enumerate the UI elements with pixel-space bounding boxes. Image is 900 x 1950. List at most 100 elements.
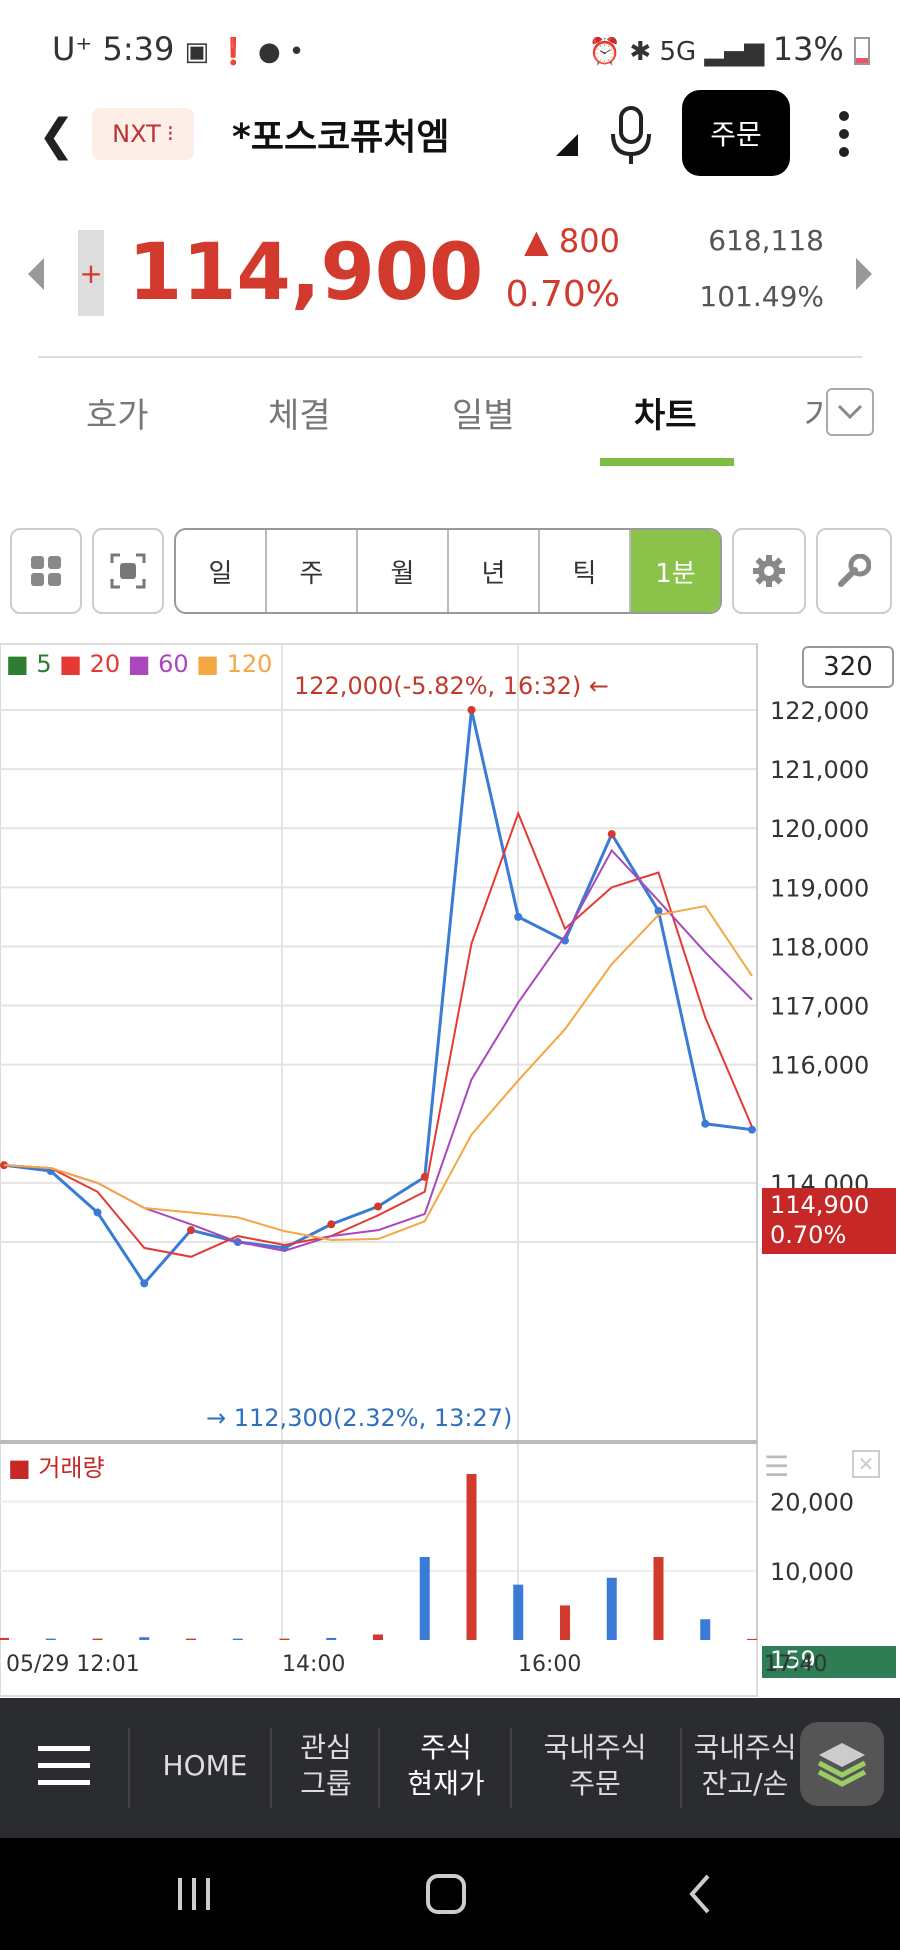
volume-bar <box>466 1474 477 1640</box>
screenshot-button[interactable] <box>92 528 164 614</box>
change-percent: 0.70% <box>505 274 620 315</box>
volume-bar <box>232 1638 243 1640</box>
grid-icon <box>31 556 61 586</box>
home-icon[interactable] <box>426 1874 466 1914</box>
volume-ratio: 101.49% <box>699 280 824 313</box>
stock-title[interactable]: *포스코퓨처엠 <box>232 117 450 158</box>
price-chart[interactable]: 122,000 121,000 120,000 119,000 118,000 117,0… <box>0 640 900 1700</box>
back-nav-icon[interactable] <box>688 1874 712 1914</box>
price-point <box>140 1279 149 1288</box>
price-point <box>654 906 663 915</box>
volume-bar <box>45 1638 56 1640</box>
volume-bar <box>513 1584 524 1640</box>
price-point <box>607 830 616 839</box>
hamburger-icon[interactable] <box>38 1744 90 1788</box>
nav-home[interactable]: HOME <box>162 1749 248 1782</box>
period-month[interactable]: 월 <box>358 530 449 612</box>
nav-domestic-balance[interactable]: 국내주식 잔고/손 <box>693 1731 797 1800</box>
period-year[interactable]: 년 <box>449 530 540 612</box>
volume-bar <box>326 1637 337 1640</box>
tab-daily[interactable]: 일별 <box>452 396 515 436</box>
dropdown-icon[interactable] <box>556 134 578 156</box>
price-tick-label: 118,000 <box>770 933 869 961</box>
x-label-end: 17:40 <box>764 1652 828 1677</box>
settings-button[interactable] <box>732 528 806 614</box>
candle-count-box[interactable]: 320 <box>802 646 894 688</box>
volume-current-tag: 159 <box>762 1646 896 1678</box>
gear-icon <box>753 555 785 587</box>
wrench-icon <box>838 554 871 587</box>
market-badge[interactable]: NXT ⁝ <box>92 108 194 160</box>
price-tick-label: 122,000 <box>770 697 869 725</box>
volume-bar <box>279 1638 290 1640</box>
price-tick-label: 117,000 <box>770 993 869 1021</box>
volume-bar <box>139 1637 150 1640</box>
period-1min[interactable]: 1분 <box>631 530 720 612</box>
volume-bar <box>747 1638 757 1640</box>
price-tick-label: 119,000 <box>770 874 869 902</box>
recent-apps-icon[interactable] <box>176 1876 212 1912</box>
volume-bar <box>606 1577 617 1640</box>
system-nav-bar <box>0 1838 900 1950</box>
x-label-1600: 16:00 <box>518 1652 582 1677</box>
tab-hoga[interactable]: 호가 <box>86 396 149 436</box>
period-day[interactable]: 일 <box>176 530 267 612</box>
microphone-icon[interactable] <box>608 104 654 168</box>
volume-bar <box>92 1638 103 1640</box>
period-tick[interactable]: 틱 <box>540 530 631 612</box>
price-point <box>93 1208 102 1217</box>
price-point <box>327 1220 336 1229</box>
prev-stock-icon[interactable] <box>28 258 44 290</box>
next-stock-icon[interactable] <box>856 258 872 290</box>
back-icon[interactable]: ❮ <box>38 110 75 161</box>
status-bar: U⁺ 5:39 ▣ ❗ ● • ⏰ ✱ 5G ▂▄▆ 13% <box>0 0 900 100</box>
status-icons: ⏰ ✱ 5G ▂▄▆ 13% <box>589 30 870 68</box>
tools-button[interactable] <box>816 528 892 614</box>
capture-icon <box>110 553 146 589</box>
grid-layout-button[interactable] <box>10 528 82 614</box>
nav-domestic-order[interactable]: 국내주식 주문 <box>543 1731 647 1800</box>
volume-tick-label: 20,000 <box>770 1489 854 1517</box>
ma-20-label: 20 <box>89 650 121 678</box>
layers-icon[interactable] <box>800 1722 884 1806</box>
status-time: U⁺ 5:39 ▣ ❗ ● • <box>52 30 305 68</box>
period-selector: 일 주 월 년 틱 1분 <box>174 528 722 614</box>
chevron-down-icon[interactable] <box>826 388 874 436</box>
tab-chart[interactable]: 차트 <box>634 396 697 436</box>
current-price-tag: 114,900 0.70% <box>762 1188 896 1254</box>
ma-legend: ■ 5 ■ 20 ■ 60 ■ 120 <box>6 650 273 678</box>
moving-average-line <box>3 904 753 1242</box>
price-point <box>0 1161 8 1170</box>
order-button[interactable]: 주문 <box>682 90 790 176</box>
price-point <box>514 912 523 921</box>
volume-bar <box>186 1638 196 1640</box>
tab-underline <box>600 458 734 466</box>
volume-value: 618,118 <box>708 224 824 257</box>
volume-bar <box>419 1557 430 1640</box>
price-change: ▲ 800 <box>524 222 620 260</box>
current-price: 114,900 <box>128 228 484 318</box>
divider <box>38 356 862 358</box>
moving-average-line <box>3 810 753 1258</box>
tab-trades[interactable]: 체결 <box>268 396 331 436</box>
ma-5-label: 5 <box>36 650 52 678</box>
period-week[interactable]: 주 <box>267 530 358 612</box>
price-tick-label: 121,000 <box>770 756 869 784</box>
ma-120-label: 120 <box>226 650 273 678</box>
volume-bar <box>373 1634 383 1640</box>
price-point <box>187 1226 195 1235</box>
price-point <box>374 1202 382 1211</box>
plus-icon[interactable]: + <box>78 230 104 316</box>
menu-icon[interactable]: ☰ <box>764 1450 790 1483</box>
close-icon[interactable]: ✕ <box>852 1450 880 1478</box>
volume-bar <box>700 1619 711 1640</box>
x-label-1400: 14:00 <box>282 1652 346 1677</box>
volume-bar <box>560 1605 570 1640</box>
nav-watchlist[interactable]: 관심 그룹 <box>300 1731 352 1800</box>
price-tick-label: 116,000 <box>770 1052 869 1080</box>
high-annotation: 122,000(-5.82%, 16:32) ← <box>294 672 610 700</box>
chart-canvas: 122,000 121,000 120,000 119,000 118,000 117,0… <box>0 643 869 1697</box>
nav-current-price[interactable]: 주식 현재가 <box>407 1731 485 1800</box>
more-menu-icon[interactable] <box>836 110 852 160</box>
x-label-start: 05/29 12:01 <box>6 1652 140 1677</box>
